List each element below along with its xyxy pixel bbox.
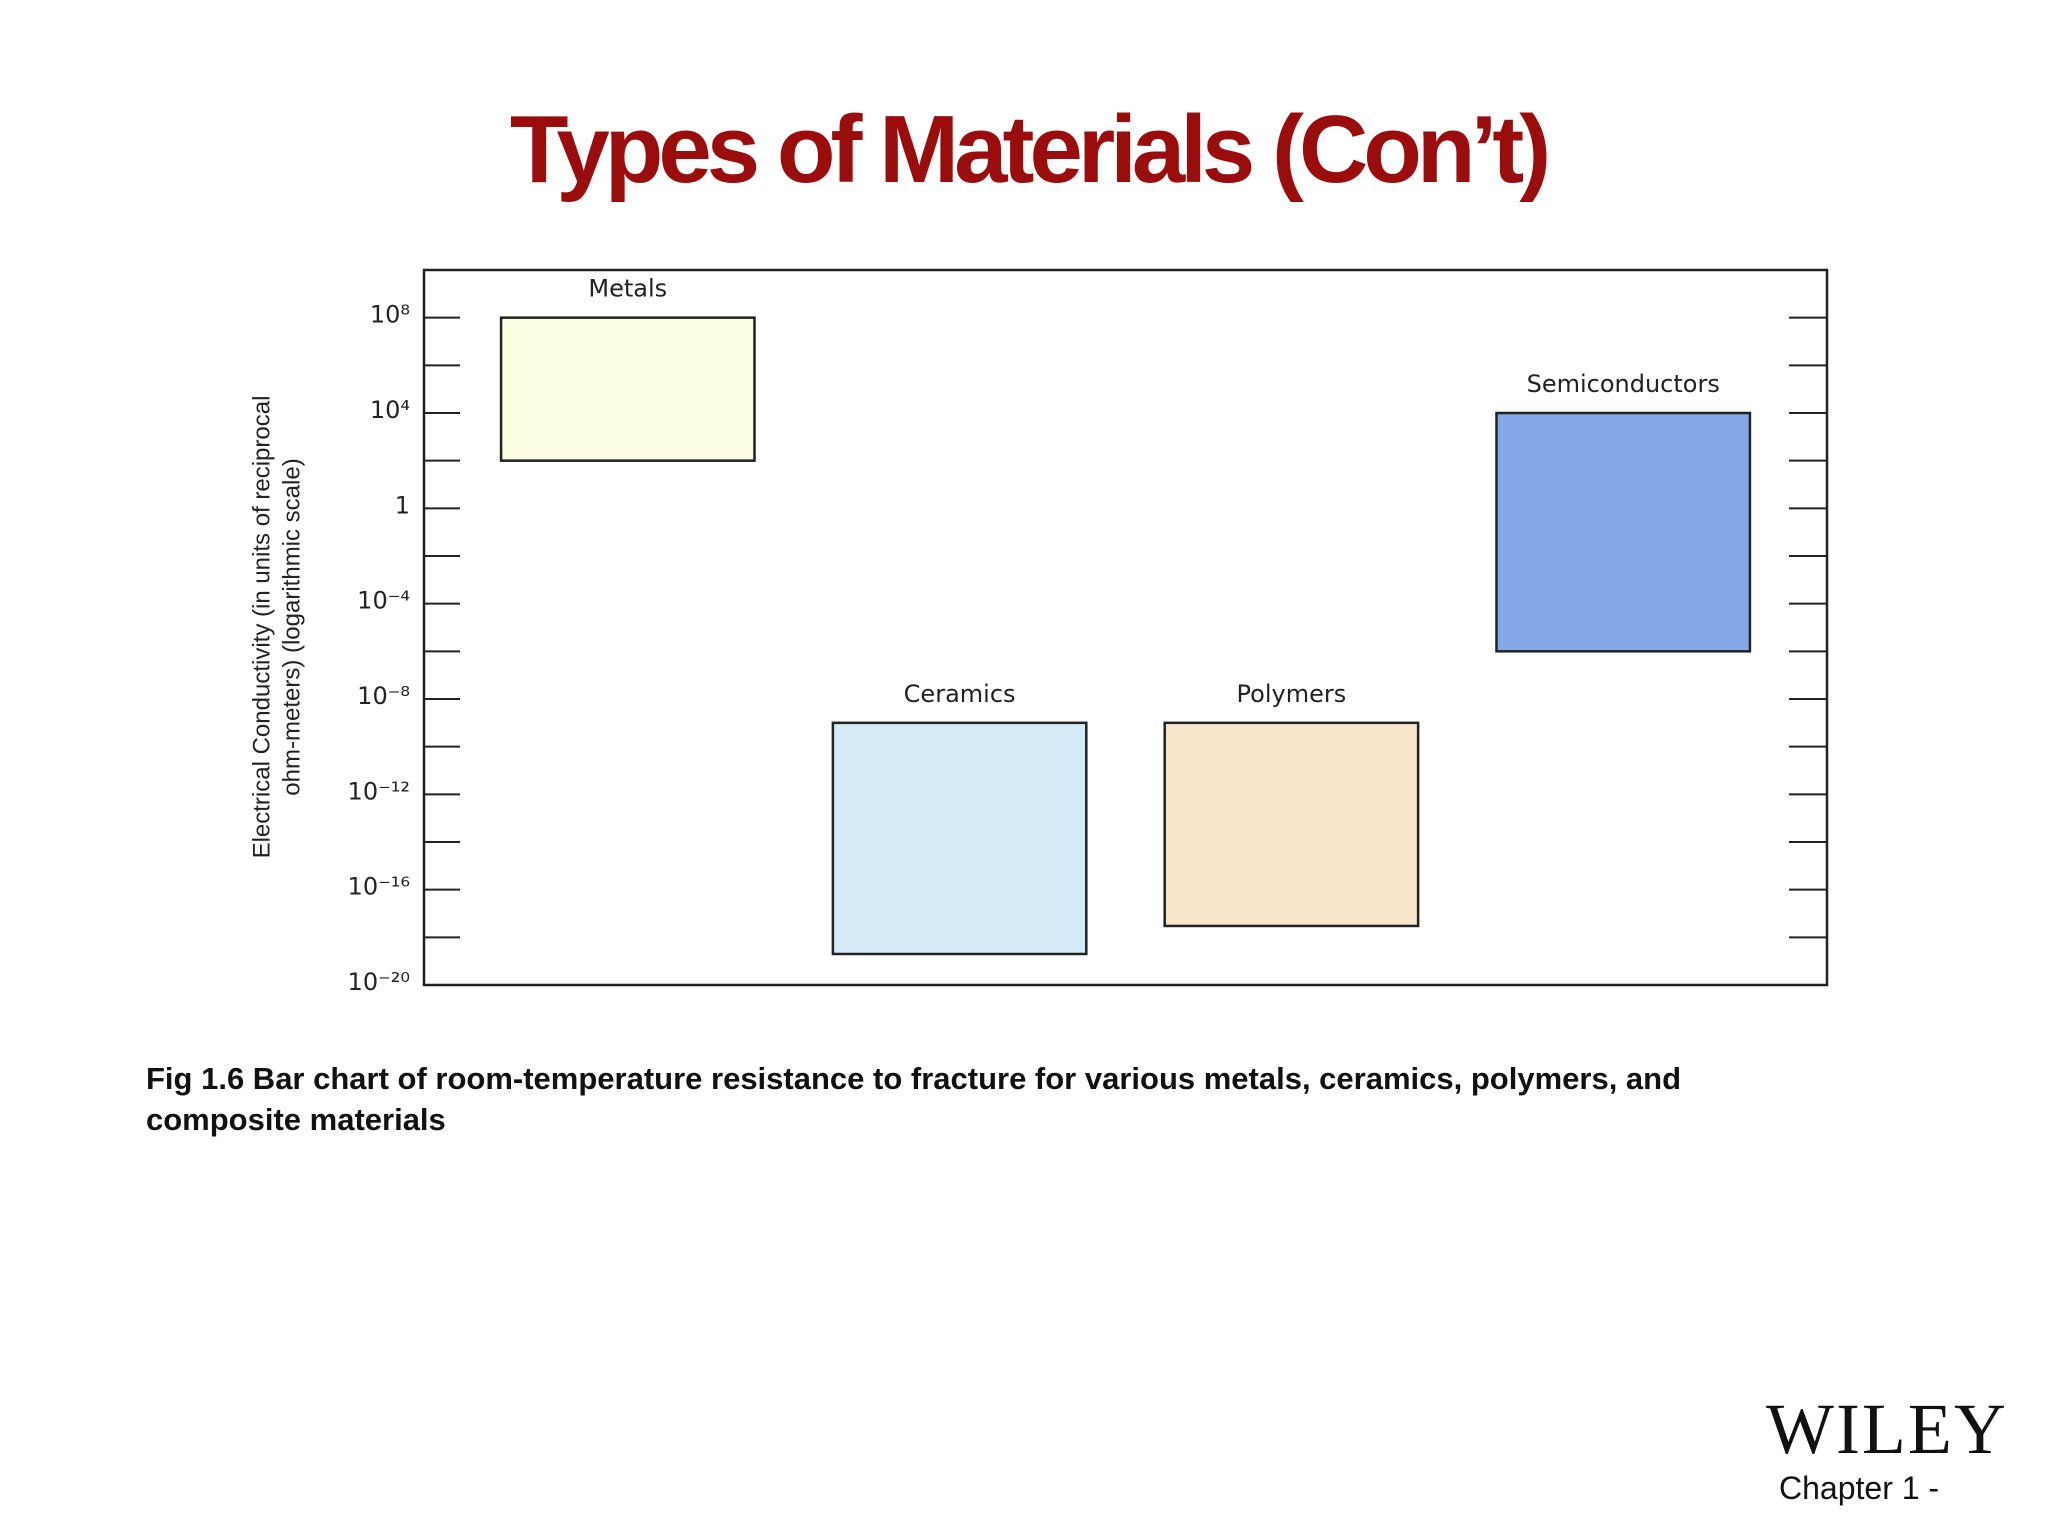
bar-label: Ceramics <box>904 680 1016 708</box>
bar <box>499 316 756 462</box>
y-tick-label: 10⁸ <box>370 301 410 329</box>
y-tick-label: 10⁻¹⁶ <box>348 873 410 901</box>
y-tick-label: 1 <box>395 491 410 519</box>
slide-title: Types of Materials (Con’t) <box>509 96 1551 203</box>
figure-caption: Fig 1.6 Bar chart of room-temperature re… <box>146 1061 1682 1137</box>
y-tick-label: 10⁻¹² <box>348 777 410 805</box>
y-axis-label-line: ohm-meters) (logarithmic scale) <box>278 458 305 795</box>
bar <box>831 721 1088 956</box>
publisher-logo: WILEY <box>1766 1389 2008 1469</box>
y-axis-label-line: Electrical Conductivity (in units of rec… <box>248 396 275 859</box>
y-tick-label: 10⁻²⁰ <box>348 968 410 996</box>
bar <box>1495 411 1752 653</box>
bar <box>1163 721 1420 928</box>
bar-label: Polymers <box>1237 680 1347 708</box>
plot-frame <box>422 268 1829 987</box>
chapter-label: Chapter 1 - <box>1779 1470 1940 1506</box>
chart: Electrical Conductivity (in units of rec… <box>248 268 1829 996</box>
bar-label: Semiconductors <box>1527 370 1720 398</box>
bar-label: Metals <box>588 275 667 303</box>
y-tick-label: 10⁻⁸ <box>357 682 410 710</box>
y-tick-label: 10⁻⁴ <box>357 587 410 615</box>
y-tick-label: 10⁴ <box>370 396 410 424</box>
y-axis-label: Electrical Conductivity (in units of rec… <box>248 396 305 859</box>
